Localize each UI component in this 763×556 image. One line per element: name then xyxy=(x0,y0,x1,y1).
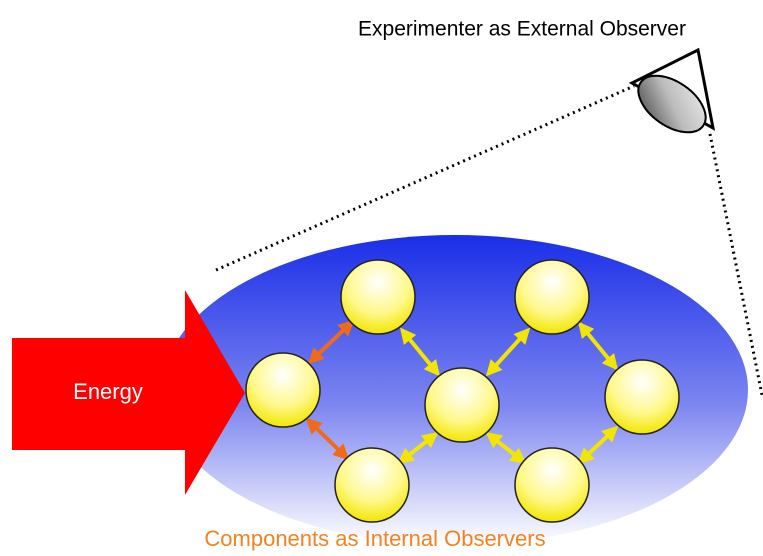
sight-line xyxy=(708,133,763,396)
component-node xyxy=(245,352,321,428)
component-node xyxy=(514,259,590,335)
footer-label: Components as Internal Observers xyxy=(204,526,545,551)
sight-line xyxy=(215,84,635,272)
energy-arrow xyxy=(12,290,245,495)
title: Experimenter as External Observer xyxy=(358,18,686,41)
eye-icon xyxy=(628,47,716,134)
component-node xyxy=(334,447,410,523)
component-node xyxy=(514,447,590,523)
components xyxy=(245,259,680,523)
energy-label: Energy xyxy=(73,379,143,404)
links xyxy=(305,319,619,465)
component-node xyxy=(340,259,416,335)
component-node xyxy=(604,359,680,435)
component-node xyxy=(424,367,500,443)
